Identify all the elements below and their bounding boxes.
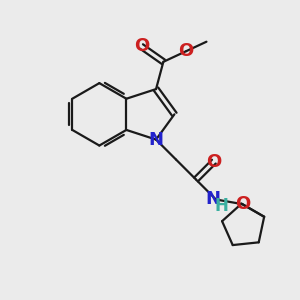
Text: N: N: [148, 130, 164, 148]
Text: H: H: [214, 197, 228, 215]
Text: O: O: [178, 42, 194, 60]
Text: O: O: [134, 38, 149, 56]
Text: N: N: [206, 190, 220, 208]
Text: O: O: [206, 153, 221, 171]
Text: O: O: [236, 195, 250, 213]
